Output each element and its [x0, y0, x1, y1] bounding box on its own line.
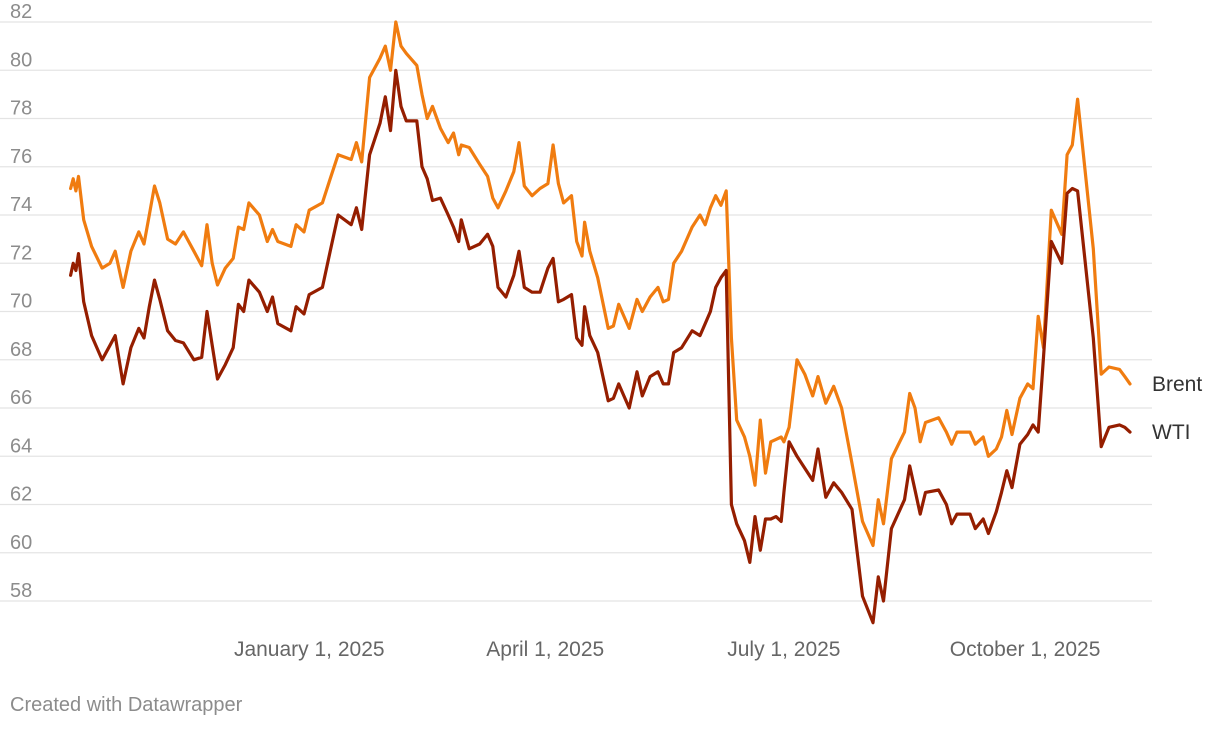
credit-text: Created with Datawrapper: [10, 694, 243, 716]
y-tick-label: 78: [10, 98, 32, 120]
x-tick-label: January 1, 2025: [234, 638, 385, 661]
x-tick-label: July 1, 2025: [727, 638, 840, 661]
x-tick-label: October 1, 2025: [950, 638, 1101, 661]
gridlines: [0, 21, 1152, 602]
series-label-brent: Brent: [1152, 373, 1202, 396]
y-tick-label: 68: [10, 339, 32, 361]
x-tick-label: April 1, 2025: [486, 638, 604, 661]
y-tick-label: 58: [10, 580, 32, 602]
series-line-brent: [69, 20, 1132, 548]
series-label-wti: WTI: [1152, 421, 1190, 444]
y-axis-ticks: 58 60 62 64 66 68 70 72 74 76 78 80 82: [10, 1, 32, 602]
y-tick-label: 76: [10, 146, 32, 168]
y-tick-label: 74: [10, 194, 32, 216]
y-tick-label: 60: [10, 532, 32, 554]
y-tick-label: 70: [10, 291, 32, 313]
y-tick-label: 64: [10, 435, 32, 457]
series-labels: Brent WTI: [1152, 373, 1202, 444]
y-tick-label: 66: [10, 387, 32, 409]
x-axis-ticks: January 1, 2025 April 1, 2025 July 1, 2025…: [234, 638, 1100, 661]
series-lines: [69, 20, 1132, 625]
y-tick-label: 82: [10, 1, 32, 23]
y-tick-label: 72: [10, 242, 32, 264]
y-tick-label: 62: [10, 484, 32, 506]
y-tick-label: 80: [10, 49, 32, 71]
series-line-wti: [69, 68, 1132, 625]
